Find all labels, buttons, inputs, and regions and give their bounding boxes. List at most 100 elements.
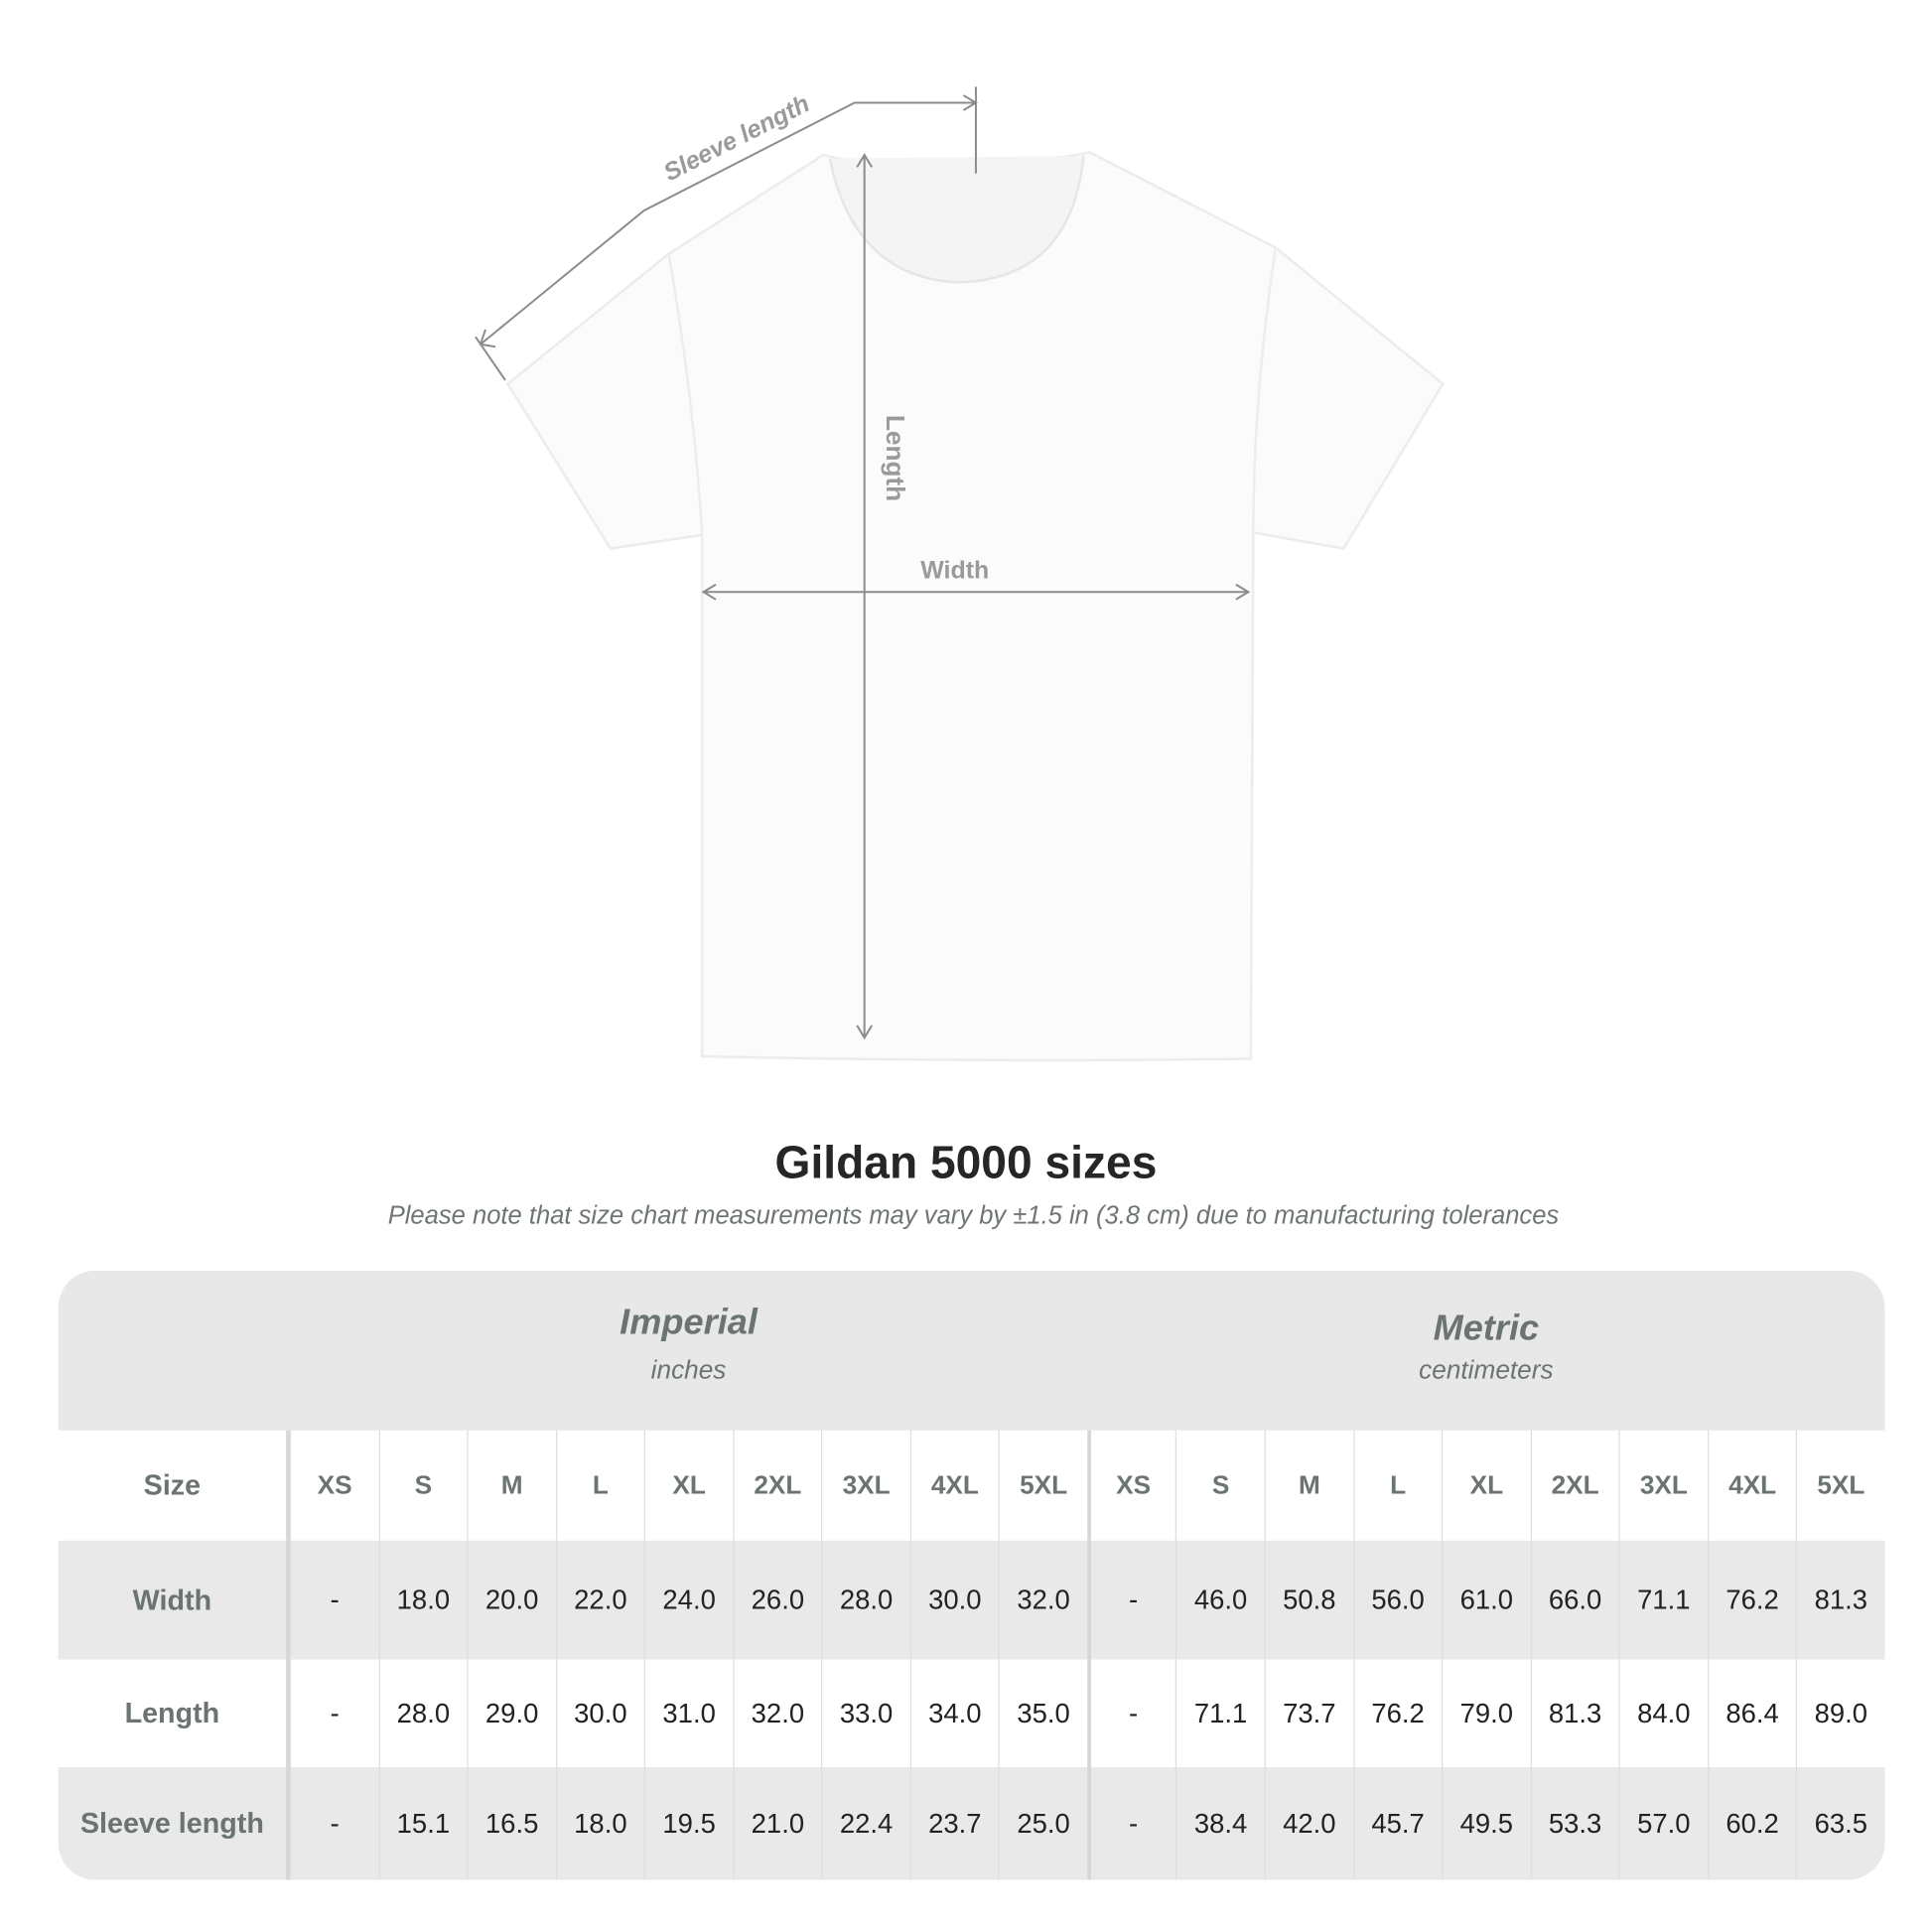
imperial-value-cell: 30.0 <box>555 1659 644 1768</box>
imperial-value-cell: 32.0 <box>998 1540 1087 1660</box>
imperial-value-cell: 34.0 <box>909 1659 999 1768</box>
metric-value-cell: 81.3 <box>1530 1659 1618 1768</box>
imperial-value-cell: 26.0 <box>733 1540 821 1660</box>
length-measure-line <box>856 152 874 1040</box>
metric-size-header: 2XL <box>1530 1430 1618 1541</box>
tshirt-collar <box>828 156 1085 284</box>
imperial-value-cell: 31.0 <box>643 1659 733 1768</box>
row-label: Size <box>59 1430 290 1541</box>
imperial-size-header: 2XL <box>733 1430 821 1541</box>
page-title: Gildan 5000 sizes <box>774 1137 1158 1188</box>
imperial-value-cell: 24.0 <box>643 1540 733 1660</box>
metric-value-cell: 71.1 <box>1175 1659 1264 1768</box>
imperial-value-cell: 20.0 <box>467 1540 555 1660</box>
metric-group-header: Metric centimeters <box>1087 1310 1884 1386</box>
table-header: Imperial inches Metric centimeters <box>58 1270 1885 1431</box>
imperial-size-header: M <box>467 1430 555 1541</box>
imperial-value-cell: 35.0 <box>998 1659 1087 1768</box>
row-label: Sleeve length <box>59 1767 290 1880</box>
imperial-value-cell: 22.4 <box>821 1767 909 1880</box>
metric-value-cell: 53.3 <box>1530 1767 1618 1880</box>
imperial-size-header: XL <box>643 1430 733 1541</box>
imperial-group-header: Imperial inches <box>290 1303 1087 1386</box>
metric-value-cell: 42.0 <box>1264 1767 1353 1880</box>
metric-value-cell: 89.0 <box>1796 1659 1884 1768</box>
width-label: Width <box>920 557 989 585</box>
metric-unit: centimeters <box>1419 1355 1554 1385</box>
imperial-value-cell: 30.0 <box>909 1540 999 1660</box>
table-row-sleeve-length: Sleeve length -15.1 16.5 18.0 19.5 21.0 22.4 23… <box>58 1767 1885 1880</box>
metric-value-cell: 57.0 <box>1618 1767 1708 1880</box>
tshirt-diagram: Sleeve length Length Width <box>475 86 1445 1062</box>
metric-value-cell: 50.8 <box>1264 1540 1353 1660</box>
metric-value-cell: 81.3 <box>1796 1540 1884 1660</box>
imperial-size-header: 3XL <box>821 1430 909 1541</box>
metric-size-header: 3XL <box>1618 1430 1708 1541</box>
metric-size-header: M <box>1264 1430 1353 1541</box>
metric-value-cell: 66.0 <box>1530 1540 1618 1660</box>
imperial-size-header: S <box>378 1430 467 1541</box>
imperial-value-cell: 22.0 <box>555 1540 644 1660</box>
sleeve-length-measure-line <box>475 86 978 381</box>
imperial-value-cell: 28.0 <box>378 1659 467 1768</box>
table-row-length: Length -28.0 29.0 30.0 31.0 32.0 33.0 34.0 35.0-… <box>59 1659 1885 1768</box>
metric-size-header: 4XL <box>1707 1430 1796 1541</box>
metric-value-cell: 56.0 <box>1352 1540 1442 1660</box>
imperial-value-cell: - <box>289 1767 378 1880</box>
imperial-size-header: 5XL <box>998 1430 1087 1541</box>
metric-size-header: XL <box>1442 1430 1530 1541</box>
metric-value-cell: 79.0 <box>1442 1659 1530 1768</box>
imperial-size-header: XS <box>289 1430 378 1541</box>
imperial-value-cell: 29.0 <box>467 1659 555 1768</box>
metric-value-cell: 76.2 <box>1352 1659 1442 1768</box>
metric-value-cell: - <box>1087 1659 1175 1768</box>
tshirt-shape <box>505 151 1445 1062</box>
row-label: Width <box>59 1540 290 1660</box>
row-label: Length <box>59 1659 290 1768</box>
sleeve-seam-right <box>1252 247 1278 533</box>
metric-value-cell: 61.0 <box>1442 1540 1530 1660</box>
metric-value-cell: 60.2 <box>1707 1767 1796 1880</box>
metric-size-header: 5XL <box>1796 1430 1884 1541</box>
metric-value-cell: 71.1 <box>1618 1540 1708 1660</box>
imperial-value-cell: - <box>289 1659 378 1768</box>
metric-value-cell: 45.7 <box>1352 1767 1442 1880</box>
imperial-value-cell: 18.0 <box>378 1540 467 1660</box>
size-row: Size XS S M L XL 2XL 3XL 4XL 5XL XS S M L XL 2XL 3XL 4XL 5… <box>59 1430 1885 1541</box>
metric-size-header: XS <box>1087 1430 1175 1541</box>
metric-size-header: L <box>1352 1430 1442 1541</box>
table-row-width: Width -18.0 20.0 22.0 24.0 26.0 28.0 30.0 32.0-4… <box>58 1540 1885 1660</box>
imperial-unit: inches <box>650 1355 727 1385</box>
sleeve-seam-left <box>667 253 704 535</box>
sleeve-length-label: Sleeve length <box>659 89 814 187</box>
metric-value-cell: - <box>1087 1767 1175 1880</box>
imperial-value-cell: 25.0 <box>998 1767 1087 1880</box>
metric-value-cell: 63.5 <box>1796 1767 1884 1880</box>
length-label: Length <box>881 415 910 501</box>
imperial-value-cell: 15.1 <box>378 1767 467 1880</box>
imperial-value-cell: 21.0 <box>733 1767 821 1880</box>
metric-value-cell: 49.5 <box>1442 1767 1530 1880</box>
metric-value-cell: 46.0 <box>1175 1540 1264 1660</box>
metric-value-cell: 84.0 <box>1618 1659 1708 1768</box>
size-chart-table: Imperial inches Metric centimeters Size X… <box>58 1270 1885 1880</box>
imperial-title: Imperial <box>620 1303 758 1343</box>
metric-title: Metric <box>1433 1309 1540 1349</box>
tolerance-note: Please note that size chart measurements… <box>387 1200 1560 1230</box>
imperial-value-cell: 19.5 <box>643 1767 733 1880</box>
imperial-value-cell: 23.7 <box>909 1767 999 1880</box>
imperial-value-cell: 16.5 <box>467 1767 555 1880</box>
metric-value-cell: 38.4 <box>1175 1767 1264 1880</box>
metric-value-cell: 73.7 <box>1264 1659 1353 1768</box>
imperial-value-cell: 28.0 <box>821 1540 909 1660</box>
metric-size-header: S <box>1175 1430 1264 1541</box>
width-measure-line <box>701 583 1251 601</box>
imperial-value-cell: 32.0 <box>733 1659 821 1768</box>
metric-value-cell: 76.2 <box>1707 1540 1796 1660</box>
metric-value-cell: 86.4 <box>1707 1659 1796 1768</box>
imperial-value-cell: 33.0 <box>821 1659 909 1768</box>
metric-value-cell: - <box>1087 1540 1175 1660</box>
imperial-size-header: L <box>555 1430 644 1541</box>
imperial-value-cell: 18.0 <box>555 1767 644 1880</box>
imperial-size-header: 4XL <box>909 1430 999 1541</box>
